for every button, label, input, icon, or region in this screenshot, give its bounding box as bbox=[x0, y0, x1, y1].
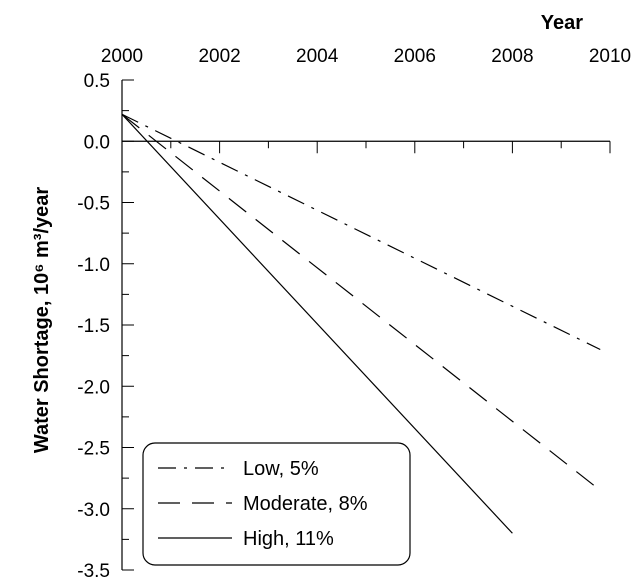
y-axis-title: Water Shortage, 10⁶ m³/year bbox=[31, 187, 53, 454]
x-tick-label: 2000 bbox=[101, 46, 143, 67]
y-tick-label: -2.5 bbox=[77, 439, 110, 460]
series-layer bbox=[121, 113, 601, 534]
legend: Low, 5% Moderate, 8% High, 11% bbox=[142, 442, 411, 566]
x-tick-label: 2006 bbox=[394, 46, 436, 67]
y-tick-label: -3.5 bbox=[77, 561, 110, 580]
y-axis-ticks: 0.5 0.0 -0.5 -1.0 -1.5 -2.0 -2.5 -3.0 -3.5 bbox=[77, 71, 134, 580]
y-tick-label: 0.5 bbox=[84, 71, 110, 92]
y-tick-label: -2.0 bbox=[77, 377, 110, 398]
legend-label-3: High, 11% bbox=[243, 528, 334, 550]
x-tick-label: 2008 bbox=[491, 46, 533, 67]
y-tick-label: -0.5 bbox=[77, 194, 110, 215]
legend-label-1: Low, 5% bbox=[243, 458, 319, 480]
series-line-3 bbox=[121, 113, 513, 534]
legend-box bbox=[142, 442, 411, 566]
series-line-1 bbox=[121, 113, 601, 351]
x-axis-ticks: 2000 2002 2004 2006 2008 2010 bbox=[101, 46, 631, 154]
legend-label-2: Moderate, 8% bbox=[243, 493, 368, 515]
y-tick-label: 0.0 bbox=[84, 132, 110, 153]
x-tick-label: 2010 bbox=[589, 46, 631, 67]
x-axis-title: Year bbox=[541, 12, 583, 34]
y-tick-label: -1.0 bbox=[77, 255, 110, 276]
series-line-2 bbox=[121, 113, 601, 491]
y-tick-label: -3.0 bbox=[77, 500, 110, 521]
x-tick-label: 2002 bbox=[198, 46, 240, 67]
x-tick-label: 2004 bbox=[296, 46, 339, 67]
y-tick-label: -1.5 bbox=[77, 316, 110, 337]
